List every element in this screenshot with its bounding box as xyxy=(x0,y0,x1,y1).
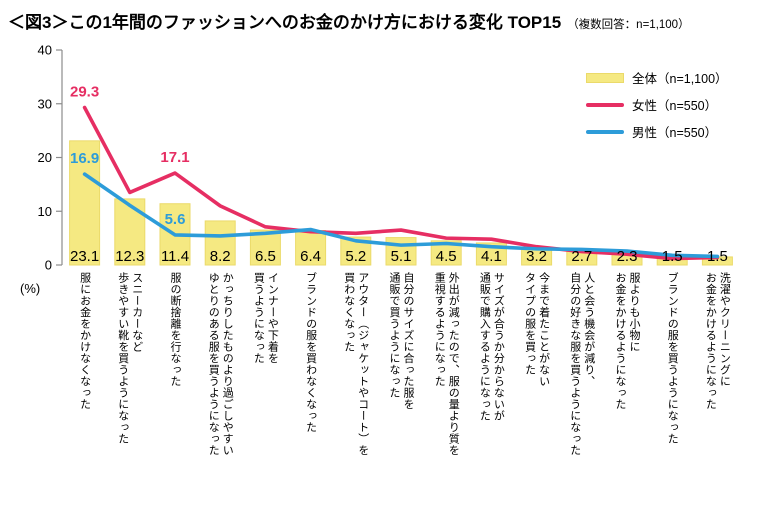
legend-row-1: 女性（n=550） xyxy=(586,96,728,113)
legend-swatch-line-female xyxy=(586,102,624,107)
category-label-10: サイズが合うか分からないが 通販で購入するようになった xyxy=(478,272,505,422)
chart-title: ＜図3＞この1年間のファッションへのお金のかけ方における変化 TOP15 xyxy=(8,13,562,32)
bar-value-label: 1.5 xyxy=(662,248,683,265)
category-label-14: ブランドの服を買うようになった xyxy=(666,272,679,445)
female-line-value-label: 29.3 xyxy=(70,84,99,101)
bar-value-label: 23.1 xyxy=(70,248,99,265)
bar-value-label: 6.4 xyxy=(300,248,321,265)
chart-note: （複数回答：n=1,100） xyxy=(567,19,690,31)
legend-label: 全体（n=1,100） xyxy=(632,72,728,86)
category-label-6: ブランドの服を買わなくなった xyxy=(304,272,317,433)
category-label-11: 今まで着たことがない タイプの服を買った xyxy=(523,272,550,387)
bar-value-label: 5.2 xyxy=(345,248,366,265)
y-axis-tick-label: 20 xyxy=(38,150,52,165)
bar-value-label: 12.3 xyxy=(115,248,144,265)
chart-header: ＜図3＞この1年間のファッションへのお金のかけ方における変化 TOP15 （複数… xyxy=(8,8,690,33)
chart-legend: 全体（n=1,100） 女性（n=550） 男性（n=550） xyxy=(586,69,728,140)
category-label-13: 服よりも小物に お金をかけるようになった xyxy=(614,272,640,410)
bar-value-label: 1.5 xyxy=(707,248,728,265)
male-line-value-label: 5.6 xyxy=(165,211,186,228)
female-line-value-label: 17.1 xyxy=(160,149,189,166)
bar-value-label: 3.2 xyxy=(526,248,547,265)
category-label-4: かっちりしたものより過ごしやすい ゆとりのある服を買うようになった xyxy=(207,272,234,456)
bar-value-label: 2.3 xyxy=(617,248,638,265)
bar-value-label: 4.5 xyxy=(436,248,457,265)
category-label-2: スニーカーなど 歩きやすい靴を買うようになった xyxy=(116,272,143,445)
bar-total xyxy=(204,220,236,266)
bar-value-label: 8.2 xyxy=(210,248,231,265)
female-line xyxy=(82,105,720,261)
bar-total xyxy=(69,140,101,266)
y-axis-tick-label: 10 xyxy=(38,204,52,219)
y-axis-tick-label: 30 xyxy=(38,96,52,111)
legend-swatch-bar xyxy=(586,72,624,83)
bar-value-label: 11.4 xyxy=(161,248,189,265)
bar-value-label: 4.1 xyxy=(481,248,502,265)
male-line xyxy=(82,172,720,259)
y-axis-unit-label: (%) xyxy=(20,281,41,296)
bar-value-label: 6.5 xyxy=(255,248,276,265)
category-label-3: 服の断捨離を行なった xyxy=(169,272,181,387)
legend-row-2: 男性（n=550） xyxy=(586,123,728,140)
legend-row-0: 全体（n=1,100） xyxy=(586,69,728,86)
category-label-15: 洗濯やクリーニングに お金をかけるようになった xyxy=(704,272,731,410)
category-label-5: インナーや下着を 買うようになった xyxy=(252,272,279,364)
bar-total xyxy=(249,229,281,266)
category-label-1: 服にお金をかけなくなった xyxy=(78,272,91,410)
male-line-value-label: 16.9 xyxy=(70,150,99,167)
bar-value-label: 2.7 xyxy=(571,248,592,265)
y-axis-tick-label: 0 xyxy=(45,258,52,273)
bar-value-label: 5.1 xyxy=(391,248,412,265)
y-axis-tick-label: 40 xyxy=(38,43,52,58)
category-label-12: 人と会う機会が減り、 自分の好きな服を買うようになった xyxy=(568,272,595,456)
category-label-8: 自分のサイズに合った服を 通販で買うようになった xyxy=(388,272,414,410)
category-label-9: 外出が減ったので、服の量より質を 重視するようになった xyxy=(433,272,460,456)
legend-label: 男性（n=550） xyxy=(632,126,718,140)
legend-swatch-line-male xyxy=(586,129,624,134)
category-label-7: アウター（ジャケットやコート）を 買わなくなった xyxy=(342,272,369,456)
bar-total xyxy=(385,237,417,266)
bar-total xyxy=(295,230,327,266)
legend-label: 女性（n=550） xyxy=(632,99,718,113)
